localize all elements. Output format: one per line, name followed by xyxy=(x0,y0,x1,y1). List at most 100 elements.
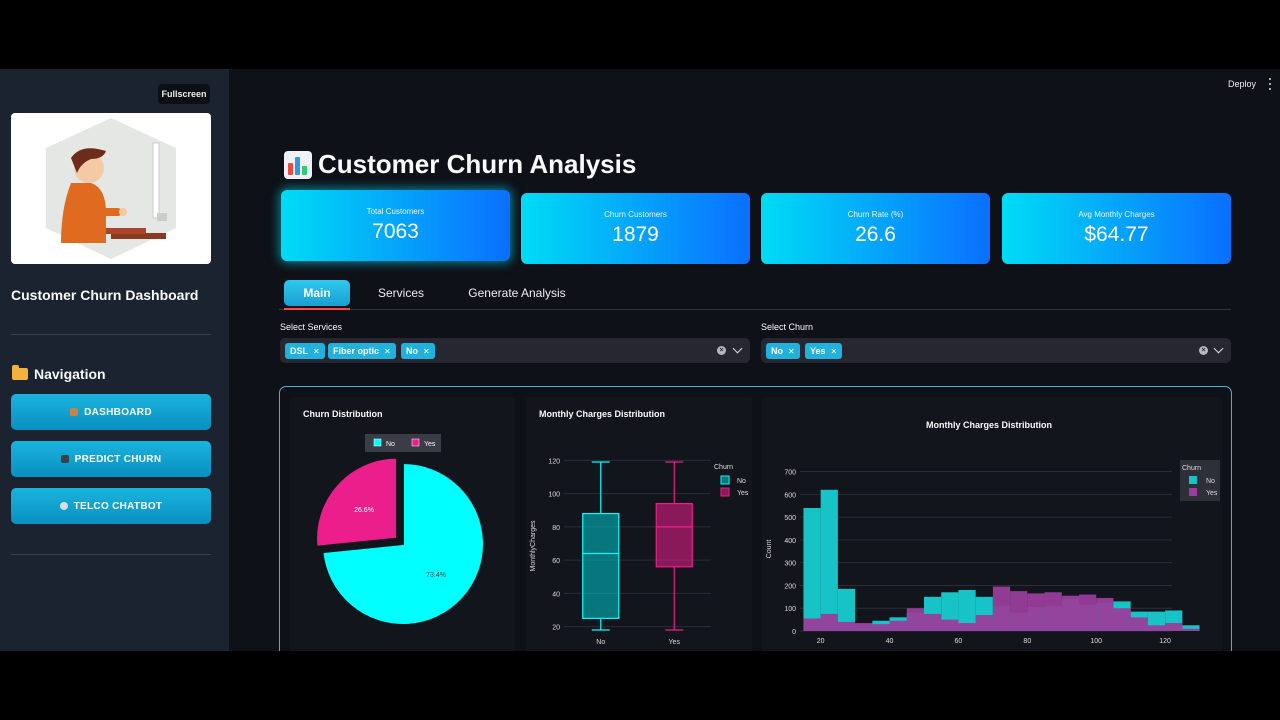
house-icon xyxy=(70,408,79,416)
box-plot-panel: Monthly Charges Distribution 20 40 60 80 100… xyxy=(526,397,752,651)
y-tick-label: 40 xyxy=(552,591,560,598)
metric-card-churn-rate: Churn Rate (%) 26.6 xyxy=(761,193,990,264)
legend-box xyxy=(1180,460,1220,501)
chip-label: DSL xyxy=(290,346,308,356)
bar-yes xyxy=(803,618,821,631)
chip-label: No xyxy=(406,346,418,356)
nav-button-label: TELCO CHATBOT xyxy=(73,500,163,512)
remove-icon[interactable]: ✕ xyxy=(313,346,320,356)
box-iqr xyxy=(582,512,620,619)
remove-icon[interactable]: ✕ xyxy=(423,346,430,356)
remove-icon[interactable]: ✕ xyxy=(384,346,391,356)
y-axis-label: Count xyxy=(766,540,773,559)
bar-yes xyxy=(837,621,856,631)
y-tick-label: 80 xyxy=(552,525,560,532)
bar-yes xyxy=(1182,628,1200,631)
bar-no xyxy=(958,590,976,631)
chart-title: Monthly Charges Distribution xyxy=(539,409,665,419)
chip-fiber-optic[interactable]: Fiber optic ✕ xyxy=(328,343,396,359)
deploy-button[interactable]: Deploy xyxy=(1228,79,1257,89)
tab-main[interactable]: Main xyxy=(284,280,350,306)
metric-card-avg-monthly-charges: Avg Monthly Charges $64.77 xyxy=(1002,193,1231,264)
chip-label: Yes xyxy=(810,346,826,356)
page-title-text: Customer Churn Analysis xyxy=(318,149,637,179)
y-tick-label: 400 xyxy=(784,538,796,545)
bar-yes xyxy=(1027,593,1045,631)
clear-icon[interactable]: × xyxy=(1199,346,1208,355)
chip-no[interactable]: No ✕ xyxy=(401,343,435,359)
sidebar-divider xyxy=(11,334,211,335)
bar-yes xyxy=(1044,592,1062,631)
y-tick-label: 0 xyxy=(792,629,796,636)
y-tick-label: 60 xyxy=(552,558,560,565)
chip-label: Fiber optic xyxy=(333,346,380,356)
sidebar-divider xyxy=(11,554,211,555)
more-vertical-icon[interactable] xyxy=(1268,78,1272,90)
legend-label: No xyxy=(1206,478,1215,485)
metric-value: $64.77 xyxy=(1084,223,1149,246)
bar-yes xyxy=(958,623,976,631)
legend-swatch-no xyxy=(1189,476,1197,484)
chart-title: Monthly Charges Distribution xyxy=(926,420,1052,430)
legend-swatch-no xyxy=(720,475,730,485)
bar-yes xyxy=(889,620,907,631)
metric-label: Churn Customers xyxy=(604,210,667,219)
sidebar-illustration xyxy=(11,113,211,264)
chip-yes[interactable]: Yes ✕ xyxy=(805,343,843,359)
bar-yes xyxy=(1130,617,1148,631)
chip-dsl[interactable]: DSL ✕ xyxy=(285,343,325,359)
remove-icon[interactable]: ✕ xyxy=(788,346,795,356)
churn-select-label: Select Churn xyxy=(761,322,814,332)
tab-services[interactable]: Services xyxy=(377,286,424,300)
nav-button-dashboard[interactable]: DASHBOARD xyxy=(11,394,211,430)
chevron-down-icon[interactable] xyxy=(1213,343,1224,354)
tab-generate-analysis[interactable]: Generate Analysis xyxy=(468,286,566,300)
chevron-down-icon[interactable] xyxy=(732,343,743,354)
remove-icon[interactable]: ✕ xyxy=(830,346,838,356)
bar-yes xyxy=(1096,597,1114,631)
services-select-label: Select Services xyxy=(280,322,343,332)
services-multiselect[interactable]: DSL ✕ Fiber optic ✕ No ✕ × xyxy=(280,338,750,363)
detective-icon xyxy=(60,455,69,463)
y-tick-label: 100 xyxy=(548,492,560,499)
y-tick-label: 300 xyxy=(784,561,796,568)
bar-yes xyxy=(1010,591,1028,631)
metric-value: 1879 xyxy=(612,223,659,246)
y-tick-label: 200 xyxy=(784,583,796,590)
x-tick-label: Yes xyxy=(669,639,681,646)
y-tick-label: 20 xyxy=(552,625,560,632)
legend-swatch-no xyxy=(373,438,382,447)
nav-button-predict-churn[interactable]: PREDICT CHURN xyxy=(11,441,211,477)
bar-no xyxy=(820,489,838,631)
bar-yes xyxy=(1165,623,1183,631)
bar-yes xyxy=(820,613,838,631)
legend-swatch-yes xyxy=(411,438,420,447)
x-tick-label: 60 xyxy=(955,638,963,645)
x-tick-label: 100 xyxy=(1090,638,1102,645)
fullscreen-button[interactable]: Fullscreen xyxy=(158,84,210,104)
y-tick-label: 120 xyxy=(548,458,560,465)
legend-label: No xyxy=(386,441,395,448)
chip-no[interactable]: No ✕ xyxy=(766,343,800,359)
bar-yes xyxy=(855,623,873,631)
legend-label: Yes xyxy=(737,490,749,497)
y-tick-label: 100 xyxy=(784,606,796,613)
metric-card-churn-customers: Churn Customers 1879 xyxy=(521,193,750,264)
histogram-chart: 0 100 200 300 400 500 600 700 20 40 60 80 100 120 Coun… xyxy=(766,460,1220,645)
metric-label: Churn Rate (%) xyxy=(847,210,904,219)
clear-icon[interactable]: × xyxy=(717,346,726,355)
charts-container: Churn Distribution No Yes 73.4% 26.6% Month… xyxy=(279,386,1232,651)
sidebar-title: Customer Churn Dashboard xyxy=(11,287,199,303)
churn-multiselect[interactable]: No ✕ Yes ✕ × xyxy=(761,338,1231,363)
box-iqr xyxy=(655,502,693,568)
nav-button-label: PREDICT CHURN xyxy=(74,453,162,465)
nav-button-telco-chatbot[interactable]: TELCO CHATBOT xyxy=(11,488,211,524)
legend-box xyxy=(365,434,441,452)
x-tick-label: 40 xyxy=(886,638,894,645)
page-title: Customer Churn Analysis xyxy=(284,149,636,180)
tabs-divider xyxy=(279,309,1231,310)
folder-icon xyxy=(12,365,28,380)
sidebar: Fullscreen Customer Churn Dashboard Navi… xyxy=(0,69,229,651)
legend-swatch-yes xyxy=(1189,488,1197,496)
bar-yes xyxy=(1061,595,1079,631)
